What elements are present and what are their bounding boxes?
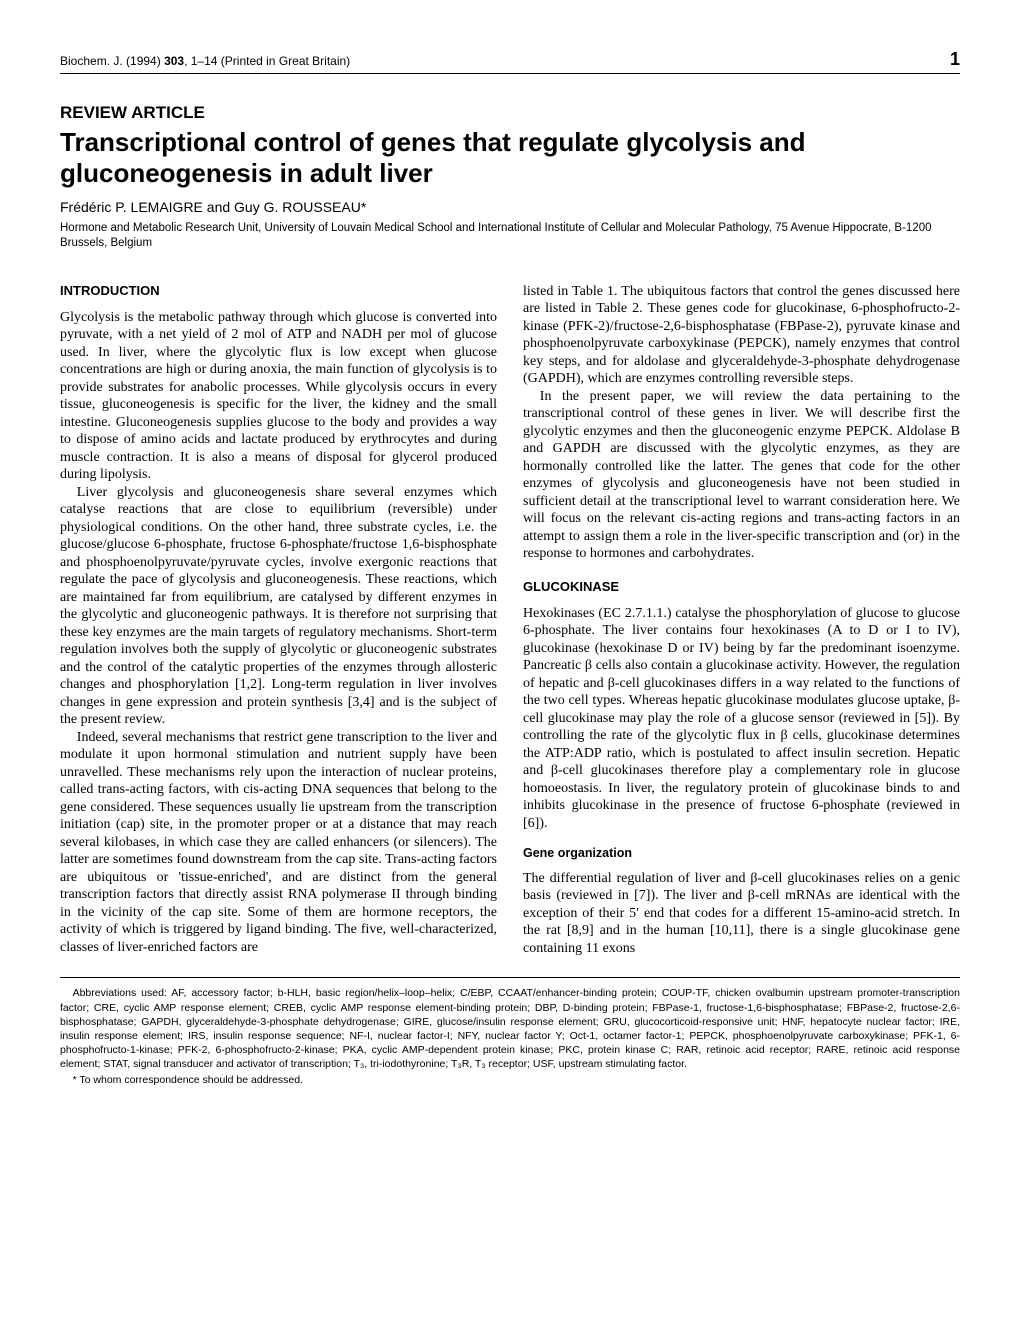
right-column: listed in Table 1. The ubiquitous factor… — [523, 283, 960, 958]
left-column: INTRODUCTION Glycolysis is the metabolic… — [60, 283, 497, 958]
journal-citation: Biochem. J. (1994) 303, 1–14 (Printed in… — [60, 54, 350, 69]
glucokinase-heading: GLUCOKINASE — [523, 579, 960, 595]
intro-para-1: Glycolysis is the metabolic pathway thro… — [60, 309, 497, 484]
abbreviations: Abbreviations used: AF, accessory factor… — [60, 986, 960, 1071]
introduction-heading: INTRODUCTION — [60, 283, 497, 299]
article-title: Transcriptional control of genes that re… — [60, 127, 960, 189]
correspondence-note: * To whom correspondence should be addre… — [60, 1073, 960, 1087]
footnotes: Abbreviations used: AF, accessory factor… — [60, 977, 960, 1087]
authors: Frédéric P. LEMAIGRE and Guy G. ROUSSEAU… — [60, 199, 960, 217]
right-para-1: listed in Table 1. The ubiquitous factor… — [523, 283, 960, 388]
right-para-2: In the present paper, we will review the… — [523, 388, 960, 563]
body-columns: INTRODUCTION Glycolysis is the metabolic… — [60, 283, 960, 958]
volume: 303 — [164, 54, 184, 68]
page-header: Biochem. J. (1994) 303, 1–14 (Printed in… — [60, 48, 960, 74]
gene-org-para-1: The differential regulation of liver and… — [523, 870, 960, 958]
page-number: 1 — [950, 48, 960, 71]
gluco-para-1: Hexokinases (EC 2.7.1.1.) catalyse the p… — [523, 605, 960, 833]
pages: , 1–14 (Printed in Great Britain) — [184, 54, 350, 68]
journal-name: Biochem. J. (1994) — [60, 54, 161, 68]
review-label: REVIEW ARTICLE — [60, 102, 960, 123]
gene-organization-heading: Gene organization — [523, 846, 960, 862]
intro-para-3: Indeed, several mechanisms that restrict… — [60, 729, 497, 957]
intro-para-2: Liver glycolysis and gluconeogenesis sha… — [60, 484, 497, 729]
affiliation: Hormone and Metabolic Research Unit, Uni… — [60, 221, 960, 251]
